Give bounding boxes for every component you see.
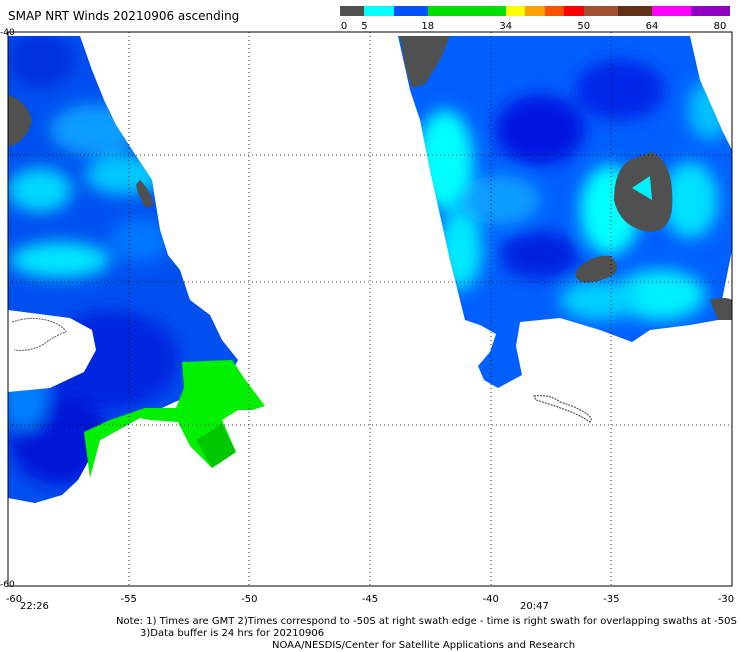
- scale-band: [427, 6, 506, 16]
- scale-label: 64: [645, 21, 659, 32]
- scale-band: [505, 6, 526, 16]
- wind-speed-color-scale: [340, 6, 730, 16]
- longitude-label: -35: [603, 594, 620, 605]
- scale-label: 80: [713, 21, 727, 32]
- map-frame: [7, 31, 733, 587]
- footnote-line-1: Note: 1) Times are GMT 2)Times correspon…: [116, 616, 737, 627]
- longitude-label: -50: [241, 594, 258, 605]
- scale-label: 18: [421, 21, 435, 32]
- scale-band: [544, 6, 565, 16]
- scale-band: [340, 6, 365, 16]
- scale-band: [691, 6, 730, 16]
- scale-label: 34: [499, 21, 513, 32]
- swath-time-left: 22:26: [20, 601, 49, 612]
- longitude-label: -30: [717, 594, 735, 605]
- scale-band: [393, 6, 428, 16]
- scale-band: [652, 6, 691, 16]
- south-georgia-coastline: [533, 395, 592, 423]
- scale-label: 0: [340, 21, 348, 32]
- longitude-label: -55: [120, 594, 137, 605]
- scale-band: [525, 6, 545, 16]
- right-swath: [398, 36, 732, 388]
- swath-time-right: 20:47: [520, 601, 549, 612]
- map-title: SMAP NRT Winds 20210906 ascending: [8, 9, 240, 23]
- scale-label: 5: [361, 21, 368, 32]
- latitude-label-bottom: -60: [0, 580, 15, 590]
- footnote-line-2: 3)Data buffer is 24 hrs for 20210906: [140, 628, 325, 639]
- scale-band: [617, 6, 652, 16]
- scale-band: [564, 6, 584, 16]
- longitude-label: -45: [361, 594, 379, 605]
- footnote-credit: NOAA/NESDIS/Center for Satellite Applica…: [272, 640, 576, 651]
- left-swath: [8, 36, 238, 503]
- scale-label: 50: [577, 21, 591, 32]
- scale-band: [364, 6, 394, 16]
- latitude-label-top: -40: [0, 28, 15, 38]
- gale-region: [84, 360, 265, 478]
- scale-band: [583, 6, 618, 16]
- longitude-label: -60: [5, 594, 23, 605]
- longitude-label: -40: [482, 594, 499, 605]
